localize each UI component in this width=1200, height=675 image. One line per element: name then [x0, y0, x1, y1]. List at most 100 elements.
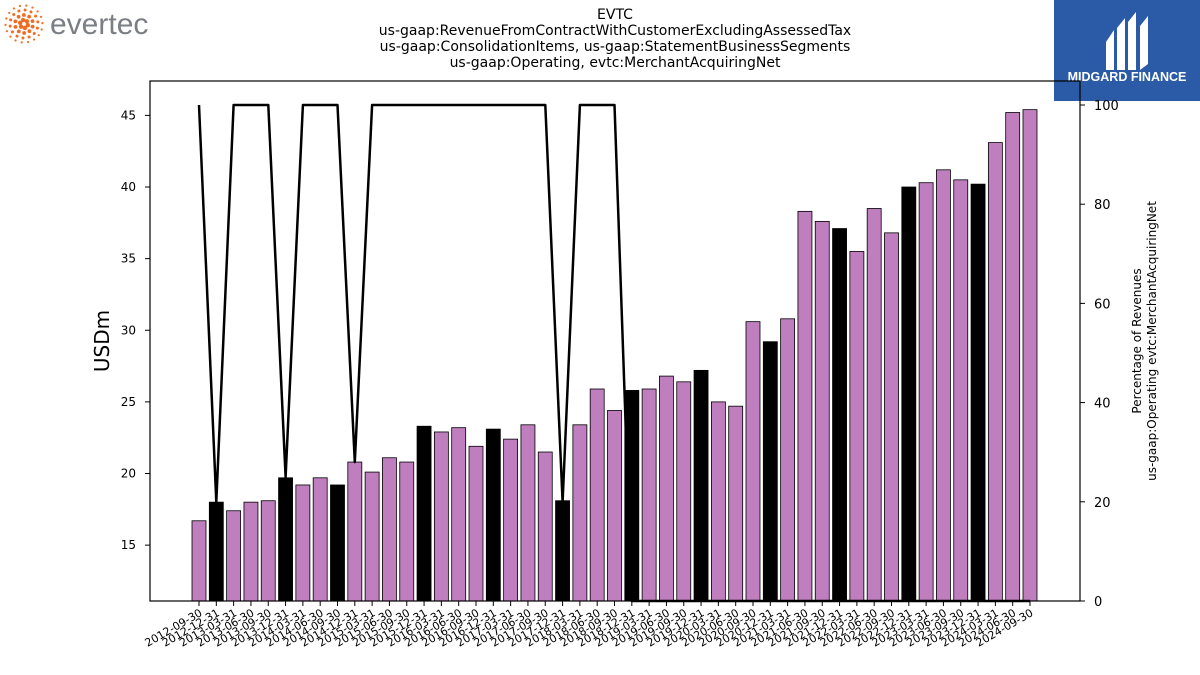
y-tick-label: 40: [121, 180, 136, 194]
chart-title: EVTC us-gaap:RevenueFromContractWithCust…: [365, 7, 865, 71]
midgard-m-icon: MIDGARD FINANCE: [1068, 12, 1187, 84]
logo-dot: [17, 20, 23, 26]
logo-dot: [27, 40, 30, 44]
logo-dot: [29, 10, 33, 14]
y2-tick-label: 80: [1094, 198, 1111, 213]
bar-2015-06-30: [382, 457, 397, 602]
title-line-3: us-gaap:ConsolidationItems, us-gaap:Stat…: [379, 39, 851, 55]
y2-axis-label-line-1: Percentage of Revenues: [1130, 268, 1144, 413]
logo-dot: [18, 24, 24, 29]
title-line-4: us-gaap:Operating, evtc:MerchantAcquirin…: [449, 55, 781, 71]
bar-2021-03-31: [780, 318, 796, 602]
midgard-finance-logo: MIDGARD FINANCE: [1054, 0, 1200, 101]
bar-2021-12-31: [832, 228, 847, 602]
logo-dot: [41, 21, 44, 25]
logo-dot: [9, 18, 13, 22]
bar-2024-06-30: [1005, 112, 1021, 602]
bar-2018-03-31: [572, 424, 588, 602]
bar-2019-09-30: [676, 381, 692, 602]
logo-dot: [32, 38, 36, 41]
logo-dot: [13, 19, 18, 24]
bar-2016-06-30: [451, 427, 467, 602]
bar-2016-12-31: [485, 428, 501, 602]
bar-2022-12-31: [901, 186, 917, 602]
logo-dot: [25, 22, 31, 28]
evertec-logo: evertec: [4, 4, 148, 44]
bar-2013-06-30: [243, 501, 259, 602]
logo-dot: [9, 35, 12, 38]
logo-dot: [36, 20, 40, 24]
bar-2021-06-30: [797, 210, 813, 602]
bar-2012-09-30: [191, 520, 207, 602]
logo-dot: [27, 14, 32, 19]
bar-2019-12-31: [693, 369, 709, 602]
y-tick-label: 25: [121, 395, 136, 409]
bar-2018-09-30: [607, 410, 622, 602]
logo-dot: [24, 19, 30, 24]
logo-dot: [22, 31, 27, 35]
bar-2017-03-31: [503, 438, 519, 602]
logo-dot: [12, 12, 16, 16]
logo-dot: [21, 13, 26, 17]
bars-group: [191, 109, 1038, 602]
bar-2023-09-30: [953, 179, 969, 602]
bar-2014-09-30: [330, 484, 345, 602]
title-line-1: EVTC: [597, 7, 633, 23]
y-tick-label: 30: [121, 323, 136, 337]
bar-2024-03-31: [987, 142, 1003, 602]
bar-2020-03-31: [710, 401, 726, 602]
logo-dot: [16, 14, 21, 19]
logo-dot: [30, 19, 35, 23]
bar-2023-12-31: [970, 183, 986, 602]
logo-dot: [8, 24, 12, 28]
bar-2017-06-30: [520, 424, 536, 602]
midgard-logo-text: MIDGARD FINANCE: [1068, 70, 1187, 84]
bar-2023-03-31: [918, 182, 934, 602]
logo-dot: [20, 17, 26, 23]
logo-dot: [17, 9, 21, 13]
bar-2018-06-30: [589, 388, 605, 602]
bar-2014-06-30: [312, 477, 328, 602]
y2-tick-label: 40: [1094, 397, 1111, 412]
bar-2024-09-30: [1022, 109, 1038, 602]
bar-2017-09-30: [537, 451, 553, 602]
logo-dot: [27, 29, 32, 34]
y-tick-label: 20: [121, 467, 136, 481]
logo-dot: [8, 11, 11, 14]
logo-dot: [25, 4, 28, 7]
y2-tick-label: 60: [1094, 297, 1111, 312]
bar-2013-12-31: [278, 477, 293, 602]
bar-2019-06-30: [659, 375, 674, 602]
logo-dot: [4, 23, 7, 27]
y2-tick-label: 0: [1094, 595, 1102, 610]
evertec-dots-icon: [4, 4, 44, 44]
y2-axis-label-line-2: us-gaap:Operating evtc:MerchantAcquiring…: [1145, 201, 1159, 481]
bar-2015-09-30: [399, 461, 415, 602]
logo-dot: [13, 25, 18, 29]
bar-2022-09-30: [884, 232, 899, 602]
bar-2022-03-31: [849, 251, 865, 602]
logo-dot: [5, 30, 9, 33]
logo-dot: [22, 25, 28, 31]
bar-2012-12-31: [208, 501, 224, 602]
logo-dot: [16, 29, 21, 34]
bar-2016-09-30: [468, 445, 484, 602]
logo-dot: [10, 30, 14, 34]
logo-dot: [34, 14, 38, 18]
bar-2015-12-31: [416, 425, 432, 602]
bar-2017-12-31: [555, 500, 570, 602]
logo-dot: [35, 26, 39, 30]
y2-tick-label: 100: [1094, 99, 1119, 114]
logo-dot: [20, 41, 23, 44]
bar-2016-03-31: [433, 431, 449, 602]
bar-2019-03-31: [641, 388, 657, 602]
bar-2023-06-30: [936, 169, 951, 602]
bar-2020-09-30: [745, 321, 761, 602]
logo-dot: [23, 8, 27, 12]
bar-2014-12-31: [347, 461, 363, 602]
bar-2013-03-31: [226, 510, 242, 602]
bar-2014-03-31: [295, 484, 311, 602]
bar-2020-06-30: [728, 405, 744, 602]
y-tick-label: 35: [121, 252, 136, 266]
logo-dot: [31, 6, 34, 9]
